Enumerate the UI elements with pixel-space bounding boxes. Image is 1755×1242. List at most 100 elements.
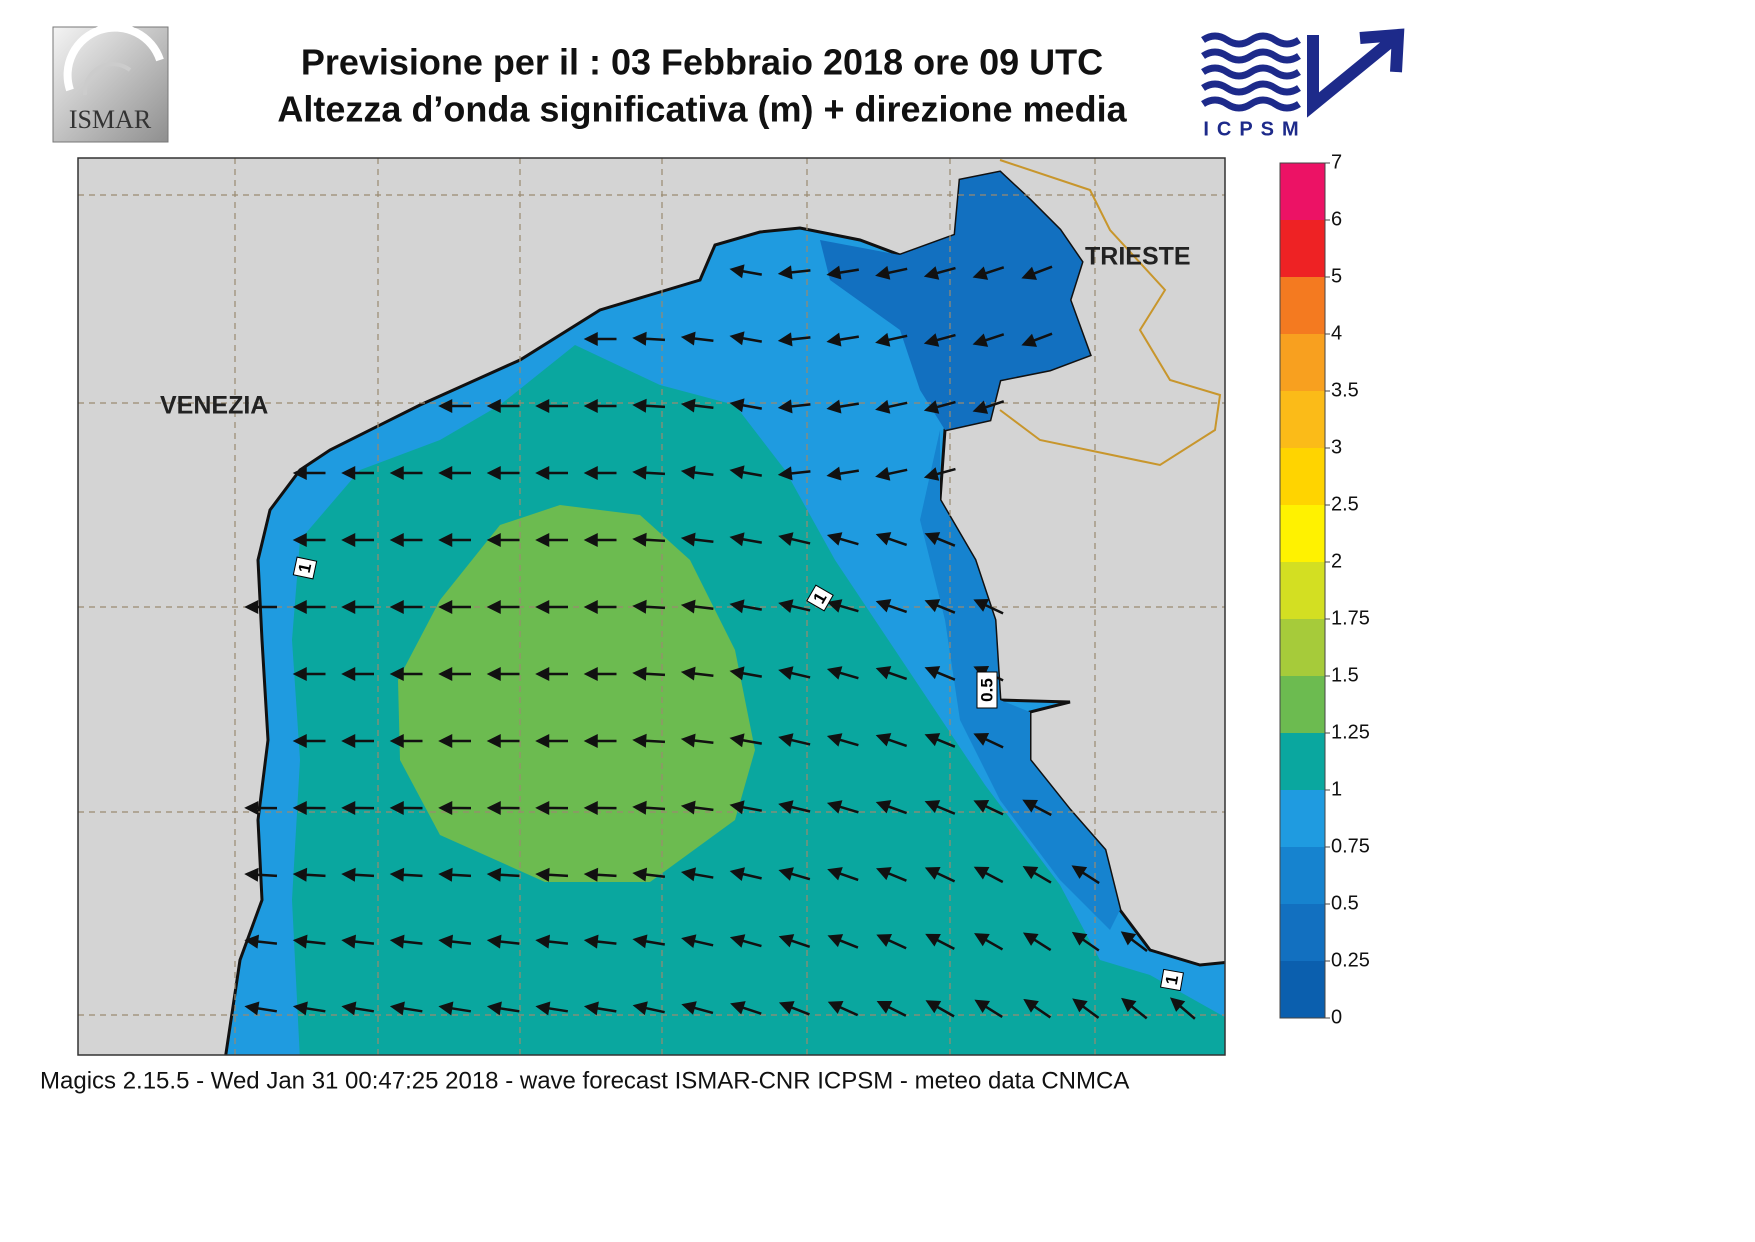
- arrow: [1120, 931, 1148, 952]
- legend-swatch: [1280, 448, 1325, 505]
- map-frame: [77, 157, 1226, 1056]
- arrow: [729, 264, 762, 279]
- arrow: [583, 800, 617, 815]
- arrow: [583, 1001, 617, 1016]
- arrow: [535, 599, 568, 615]
- sea-zone: [398, 505, 755, 882]
- arrow: [680, 599, 714, 614]
- arrow: [486, 398, 520, 414]
- arrow: [389, 1001, 423, 1016]
- arrow: [973, 800, 1004, 816]
- arrow: [535, 733, 568, 749]
- arrow: [583, 733, 617, 749]
- contour-label-text: 1: [295, 561, 316, 574]
- arrow: [583, 666, 617, 682]
- arrow: [826, 800, 859, 814]
- arrow: [924, 532, 956, 547]
- arrows: [244, 264, 1196, 1020]
- arrow: [1072, 998, 1100, 1019]
- contour-label: 1: [806, 584, 834, 612]
- legend-label: 7: [1331, 151, 1342, 173]
- arrow: [583, 532, 617, 548]
- arrow: [535, 867, 569, 882]
- arrow: [972, 266, 1005, 280]
- logo-text: ICPSM: [1203, 118, 1306, 140]
- arrow: [729, 867, 762, 881]
- arrow: [341, 532, 374, 548]
- arrow: [778, 867, 811, 881]
- arrow: [389, 934, 423, 949]
- arrow: [729, 733, 762, 748]
- arrow: [632, 1001, 665, 1016]
- contour-label: 0.5: [976, 671, 998, 709]
- arrow: [973, 599, 1004, 615]
- sea-zone: [920, 430, 1120, 930]
- arrow: [632, 398, 666, 413]
- legend-swatch: [1280, 277, 1325, 334]
- legend-label: 1: [1331, 778, 1342, 800]
- arrow: [535, 1001, 569, 1016]
- legend-label: 1.75: [1331, 607, 1370, 629]
- arrow: [924, 733, 956, 748]
- legend-swatch: [1280, 505, 1325, 562]
- arrow: [777, 332, 811, 347]
- arrow: [875, 265, 908, 280]
- arrow: [389, 599, 423, 615]
- arrow: [729, 532, 762, 547]
- arrow: [341, 1001, 375, 1016]
- arrow: [438, 532, 471, 548]
- contour-label-box: [976, 671, 998, 709]
- arrow: [341, 934, 375, 949]
- arrow: [680, 465, 714, 480]
- legend-swatch: [1280, 733, 1325, 790]
- arrow: [923, 333, 956, 347]
- arrow: [924, 800, 956, 815]
- arrow: [778, 599, 811, 613]
- arrow: [680, 666, 714, 681]
- arrow: [438, 800, 472, 816]
- arrow: [875, 800, 908, 815]
- arrow: [244, 599, 277, 615]
- arrow: [632, 867, 666, 882]
- arrow: [923, 400, 956, 414]
- arrow: [680, 800, 714, 815]
- arrow: [292, 1001, 326, 1016]
- arrow: [974, 933, 1004, 951]
- arrow: [972, 333, 1005, 347]
- sea-zone: [820, 172, 1090, 430]
- arrow: [1071, 931, 1100, 952]
- arrow: [583, 599, 617, 615]
- arrow: [292, 800, 326, 816]
- contour-label-text: 0.5: [977, 678, 996, 702]
- arrow: [389, 465, 423, 481]
- arrow: [583, 867, 617, 882]
- city-label: VENEZIA: [160, 392, 268, 420]
- legend-label: 0.75: [1331, 835, 1370, 857]
- arrow: [680, 398, 714, 413]
- arrow: [389, 532, 423, 548]
- arrow: [292, 599, 326, 615]
- arrow: [486, 1001, 520, 1016]
- arrow: [244, 1001, 278, 1016]
- arrow: [875, 466, 908, 481]
- arrow: [1071, 865, 1100, 885]
- legend-frame: [1279, 162, 1326, 1019]
- arrow: [486, 800, 520, 816]
- legend-swatch: [1280, 220, 1325, 277]
- arrow: [341, 800, 375, 816]
- arrow: [923, 266, 956, 280]
- arrow: [729, 465, 762, 480]
- legend-label: 1.5: [1331, 664, 1359, 686]
- contour-label-box: [292, 556, 318, 580]
- arrow: [729, 934, 762, 948]
- arrow: [438, 465, 471, 481]
- arrow: [292, 867, 326, 882]
- legend-swatch: [1280, 790, 1325, 847]
- border: [999, 159, 1222, 467]
- arrow: [438, 867, 472, 882]
- arrow: [680, 532, 714, 547]
- contour-labels: 110.51: [292, 556, 1184, 992]
- arrow: [681, 934, 714, 949]
- arrow: [341, 733, 374, 749]
